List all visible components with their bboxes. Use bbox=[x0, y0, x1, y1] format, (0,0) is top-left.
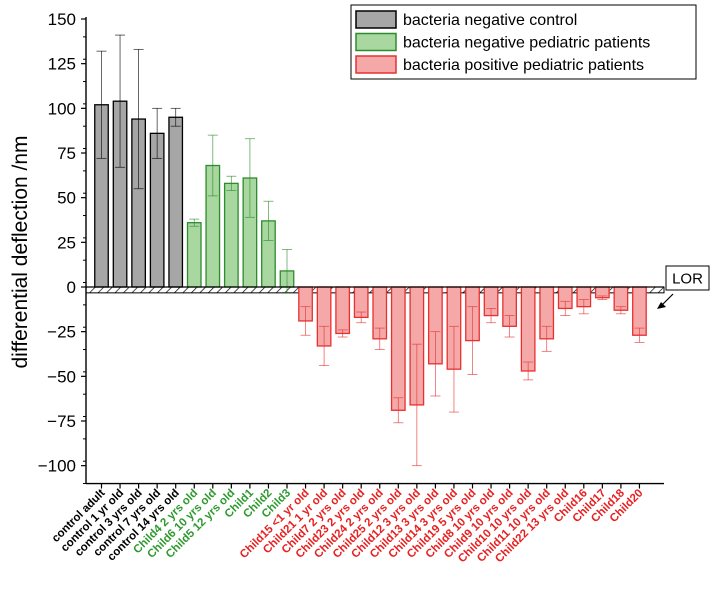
legend-swatch bbox=[355, 10, 397, 29]
legend: bacteria negative control bacteria negati… bbox=[350, 4, 697, 80]
error-bar bbox=[615, 306, 626, 315]
y-axis-title: differential deflection /nm bbox=[9, 135, 32, 368]
error-bar bbox=[244, 138, 255, 218]
error-bar bbox=[356, 311, 367, 324]
error-bar bbox=[152, 107, 163, 159]
legend-label: bacteria negative pediatric patients bbox=[403, 35, 650, 52]
y-tick-label: 50 bbox=[57, 189, 76, 208]
error-bar bbox=[300, 306, 311, 336]
error-bar bbox=[523, 361, 534, 381]
error-bar bbox=[282, 249, 292, 293]
legend-label: bacteria negative control bbox=[403, 12, 577, 29]
lor-arrow-head bbox=[657, 302, 666, 309]
error-bar bbox=[189, 218, 200, 227]
error-bar bbox=[133, 48, 144, 190]
error-bar bbox=[207, 134, 218, 197]
legend-swatch bbox=[355, 55, 397, 74]
error-bar bbox=[467, 306, 478, 375]
bar bbox=[223, 182, 239, 288]
lor-label: LOR bbox=[672, 271, 703, 288]
y-tick-label: −25 bbox=[47, 323, 76, 342]
bar bbox=[520, 286, 536, 372]
y-tick-label: 75 bbox=[57, 144, 76, 163]
error-bar bbox=[393, 397, 404, 424]
bar bbox=[186, 222, 202, 288]
error-bar bbox=[411, 343, 422, 467]
error-bar bbox=[96, 50, 107, 159]
error-bar bbox=[115, 34, 126, 168]
bar bbox=[168, 116, 184, 288]
axes-layer: differential deflection /nm −100 −75 −50 −2… bbox=[9, 10, 664, 489]
y-tick-label: 0 bbox=[67, 278, 76, 297]
y-tick-label: 150 bbox=[48, 10, 76, 29]
error-bar bbox=[634, 327, 645, 343]
bars-layer bbox=[85, 34, 665, 467]
legend-label: bacteria positive pediatric patients bbox=[403, 57, 644, 74]
error-bar bbox=[430, 331, 441, 397]
error-bar bbox=[597, 295, 608, 300]
y-tick-label: −75 bbox=[47, 412, 76, 431]
legend-swatch bbox=[355, 32, 397, 52]
error-bar bbox=[337, 329, 348, 338]
error-bar bbox=[504, 315, 515, 338]
lor-box bbox=[665, 265, 710, 291]
bar bbox=[390, 286, 406, 411]
error-bar bbox=[374, 327, 385, 350]
error-bar bbox=[486, 308, 497, 324]
error-bar bbox=[560, 300, 571, 316]
bar bbox=[335, 286, 351, 335]
y-tick-label: −50 bbox=[47, 367, 76, 386]
lor-annotation: LOR bbox=[657, 265, 710, 309]
error-bar bbox=[448, 325, 459, 413]
y-tick-label: 125 bbox=[48, 55, 76, 74]
error-bar bbox=[319, 325, 330, 367]
error-bar bbox=[226, 175, 237, 191]
y-tick-label: −100 bbox=[38, 457, 76, 476]
y-tick-label: 100 bbox=[48, 99, 76, 118]
error-bar bbox=[578, 299, 589, 315]
error-bar bbox=[263, 200, 274, 241]
error-bar bbox=[170, 107, 181, 127]
legend-frame bbox=[350, 4, 697, 80]
lor-arrow-shaft bbox=[661, 293, 674, 306]
y-tick-label: 25 bbox=[57, 233, 76, 252]
error-bar bbox=[541, 325, 552, 352]
